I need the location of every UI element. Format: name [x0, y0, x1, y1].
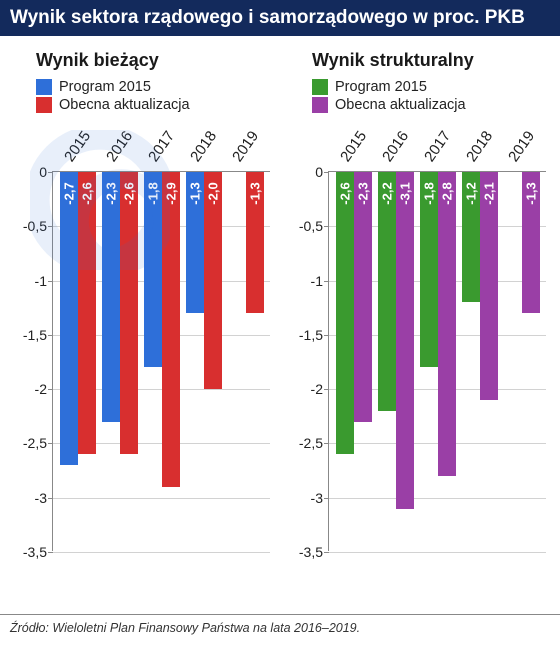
- bar: -2,7: [60, 172, 78, 465]
- legend-label: Program 2015: [335, 79, 427, 95]
- panels-container: Wynik bieżący Program 2015 Obecna aktualiz…: [0, 36, 560, 557]
- gridline: [329, 552, 546, 553]
- y-tick-label: 0: [39, 164, 53, 180]
- bar-value-label: -2,9: [164, 182, 179, 204]
- y-tick-label: -3,5: [299, 544, 329, 560]
- bar-value-label: -2,3: [104, 182, 119, 204]
- bar: -2,2: [378, 172, 396, 411]
- panel-title: Wynik strukturalny: [312, 50, 548, 71]
- legend-item: Program 2015: [36, 79, 272, 95]
- legend-swatch: [312, 97, 328, 113]
- bar: -1,8: [420, 172, 438, 367]
- y-tick-label: -2: [35, 381, 53, 397]
- legend-swatch: [312, 79, 328, 95]
- bar: -2,0: [204, 172, 222, 389]
- bar-value-label: -1,2: [464, 182, 479, 204]
- bar: -2,3: [354, 172, 372, 422]
- legend-item: Obecna aktualizacja: [312, 97, 548, 113]
- y-tick-label: -0,5: [23, 218, 53, 234]
- y-tick-label: -1: [311, 273, 329, 289]
- x-tick-label: 2017: [145, 128, 178, 165]
- y-tick-label: -2: [311, 381, 329, 397]
- bar-value-label: -2,0: [206, 182, 221, 204]
- bars: -2,6-2,3 -2,2-3,1 -1,8-2,8 -1,2-2,1 -1,3: [329, 172, 546, 551]
- bars: -2,7-2,6-2,3-2,6-1,8-2,9-1,3-2,0-1,3: [53, 172, 270, 551]
- bar-value-label: -2,6: [80, 182, 95, 204]
- x-tick-label: 2018: [463, 128, 496, 165]
- bar-value-label: -1,8: [146, 182, 161, 204]
- bar-value-label: -2,3: [356, 182, 371, 204]
- bar-value-label: -2,2: [380, 182, 395, 204]
- y-tick-label: -1,5: [23, 327, 53, 343]
- bar-value-label: -1,3: [524, 182, 539, 204]
- bar-value-label: -2,6: [338, 182, 353, 204]
- bar: -2,9: [162, 172, 180, 487]
- bar: -2,6: [78, 172, 96, 454]
- bar: -2,3: [102, 172, 120, 422]
- y-tick-label: -2,5: [23, 435, 53, 451]
- bar-value-label: -3,1: [398, 182, 413, 204]
- x-tick-label: 2015: [61, 128, 94, 165]
- legend-label: Obecna aktualizacja: [59, 97, 190, 113]
- bar: -3,1: [396, 172, 414, 509]
- legend-label: Program 2015: [59, 79, 151, 95]
- x-tick-label: 2018: [187, 128, 220, 165]
- y-tick-label: -1,5: [299, 327, 329, 343]
- chart-title: Wynik sektora rządowego i samorządowego …: [0, 0, 560, 36]
- x-axis-labels: 2015 2016 2017 2018 2019: [52, 123, 270, 171]
- bar: -1,8: [144, 172, 162, 367]
- x-tick-label: 2019: [229, 128, 262, 165]
- legend-label: Obecna aktualizacja: [335, 97, 466, 113]
- legend: Program 2015 Obecna aktualizacja: [312, 79, 548, 113]
- bar-value-label: -1,8: [422, 182, 437, 204]
- x-tick-label: 2016: [379, 128, 412, 165]
- y-tick-label: -2,5: [299, 435, 329, 451]
- x-tick-label: 2017: [421, 128, 454, 165]
- bar: -2,6: [336, 172, 354, 454]
- legend-item: Obecna aktualizacja: [36, 97, 272, 113]
- y-tick-label: -3,5: [23, 544, 53, 560]
- gridline: [53, 552, 270, 553]
- bar-value-label: -1,3: [248, 182, 263, 204]
- bar: -2,6: [120, 172, 138, 454]
- bar: -1,2: [462, 172, 480, 302]
- legend-item: Program 2015: [312, 79, 548, 95]
- panel-title: Wynik bieżący: [36, 50, 272, 71]
- x-axis-labels: 2015 2016 2017 2018 2019: [328, 123, 546, 171]
- y-tick-label: -1: [35, 273, 53, 289]
- bar: -2,1: [480, 172, 498, 400]
- legend-swatch: [36, 97, 52, 113]
- y-tick-label: -3: [311, 490, 329, 506]
- chart-source: Źródło: Wieloletni Plan Finansowy Państw…: [0, 614, 560, 645]
- bar: -2,8: [438, 172, 456, 476]
- bar-value-label: -2,6: [122, 182, 137, 204]
- bar: -1,3: [522, 172, 540, 313]
- x-tick-label: 2016: [103, 128, 136, 165]
- legend: Program 2015 Obecna aktualizacja: [36, 79, 272, 113]
- bar-value-label: -2,8: [440, 182, 455, 204]
- legend-swatch: [36, 79, 52, 95]
- bar-value-label: -2,7: [62, 182, 77, 204]
- bar-value-label: -1,3: [188, 182, 203, 204]
- plot-area: 0-0,5-1-1,5-2-2,5-3-3,5-2,6-2,3-2,2-3,1-…: [328, 171, 546, 551]
- bar-value-label: -2,1: [482, 182, 497, 204]
- bar: -1,3: [246, 172, 264, 313]
- y-tick-label: 0: [315, 164, 329, 180]
- panel-1: Wynik strukturalny Program 2015 Obecna akt…: [280, 36, 556, 557]
- x-tick-label: 2019: [505, 128, 538, 165]
- bar: -1,3: [186, 172, 204, 313]
- plot-area: 0-0,5-1-1,5-2-2,5-3-3,5-2,7-2,6-2,3-2,6-…: [52, 171, 270, 551]
- x-tick-label: 2015: [337, 128, 370, 165]
- panel-0: Wynik bieżący Program 2015 Obecna aktualiz…: [4, 36, 280, 557]
- y-tick-label: -0,5: [299, 218, 329, 234]
- y-tick-label: -3: [35, 490, 53, 506]
